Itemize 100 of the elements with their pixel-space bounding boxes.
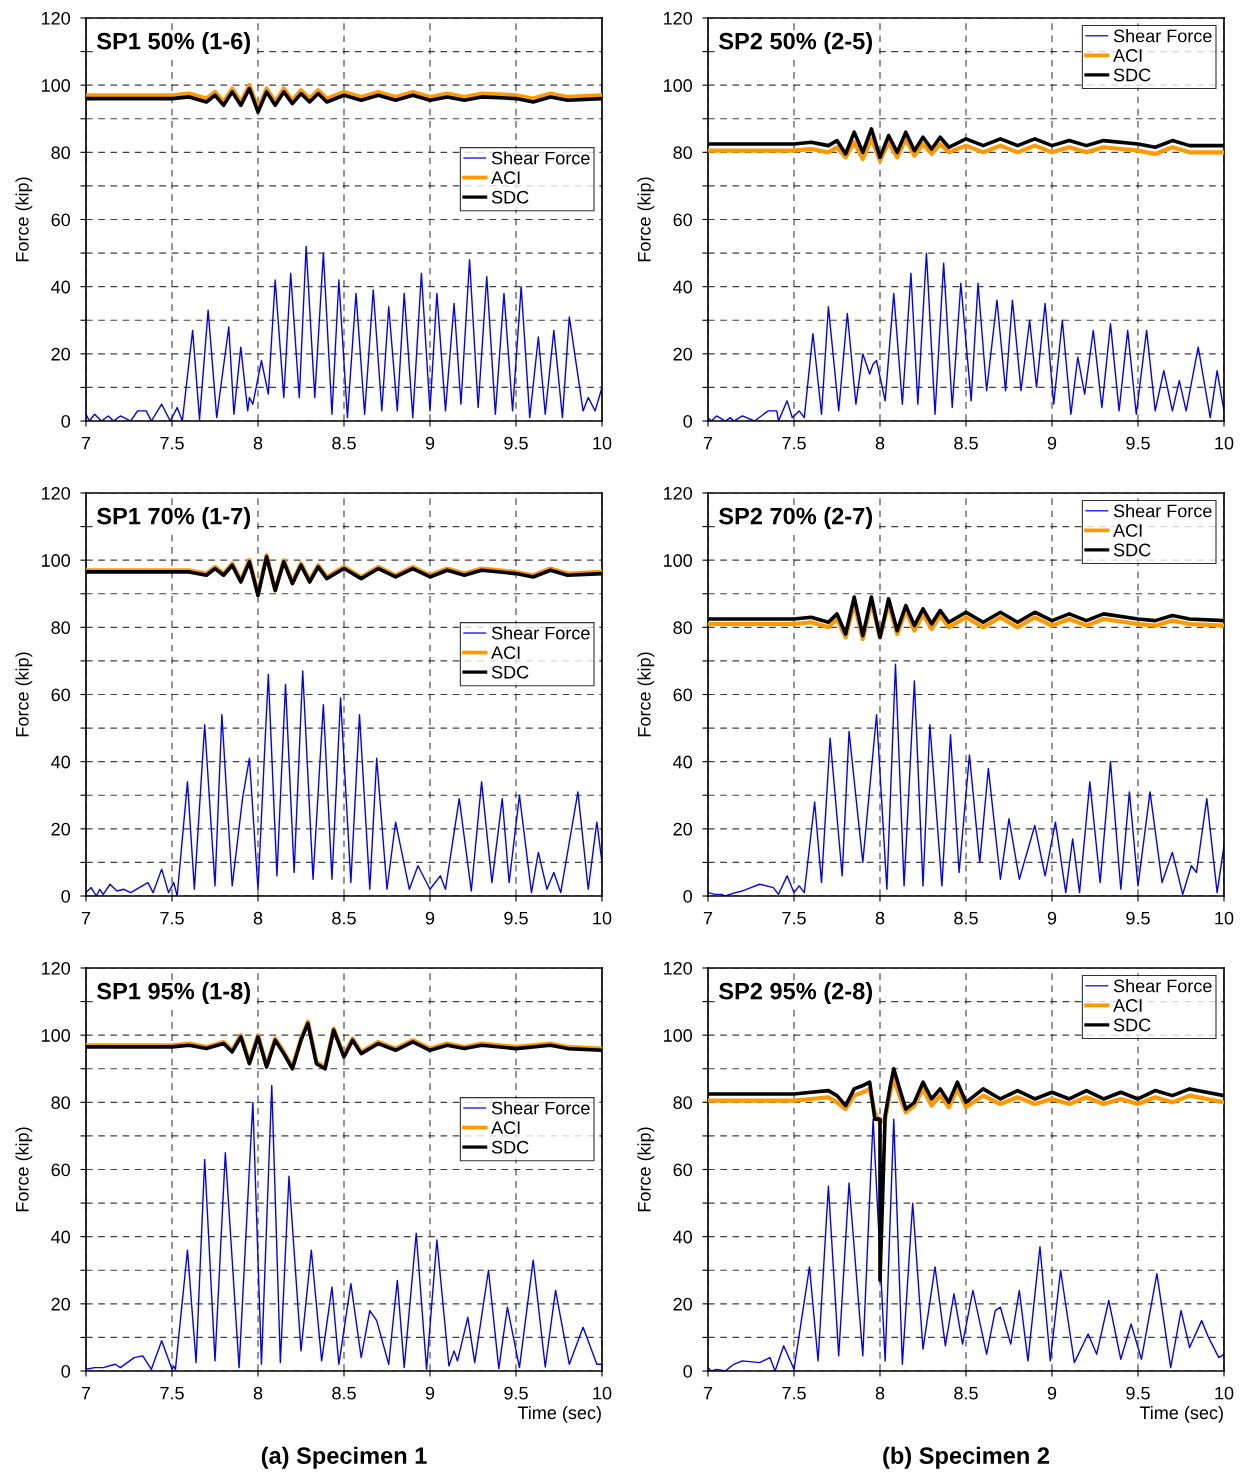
- text: SP2 50% (2-5): [719, 32, 872, 55]
- x-tick-label: 7.5: [782, 436, 806, 450]
- y-axis-title: Force (kip): [637, 1127, 655, 1212]
- legend-label: ACI: [491, 1121, 520, 1135]
- x-tick-label: 9.5: [1126, 1386, 1150, 1400]
- legend-label: SDC: [491, 190, 529, 204]
- y-tick-label: 100: [663, 1029, 693, 1042]
- y-tick-label: 40: [51, 755, 71, 769]
- legend-label: SDC: [1113, 543, 1151, 557]
- x-tick-label: 9: [425, 911, 435, 925]
- text: (a) Specimen 1: [261, 1446, 427, 1469]
- y-tick-label: 60: [51, 1163, 71, 1177]
- y-tick-label: 0: [61, 889, 71, 903]
- x-tick-label: 7: [81, 436, 91, 450]
- legend-label: ACI: [491, 646, 520, 660]
- y-tick-label: 20: [51, 347, 71, 361]
- legend-label: Shear Force: [1113, 29, 1212, 43]
- y-tick-label: 40: [51, 280, 71, 294]
- x-axis-title: Time (sec): [517, 1405, 601, 1423]
- legend-label: Shear Force: [1113, 504, 1212, 518]
- x-tick-label: 7: [703, 1386, 713, 1400]
- y-tick-label: 60: [673, 1163, 693, 1177]
- text: (b) Specimen 2: [883, 1446, 1050, 1469]
- x-tick-label: 9.5: [504, 1386, 528, 1400]
- x-tick-label: 7.5: [160, 1386, 184, 1400]
- y-tick-label: 40: [673, 1230, 693, 1244]
- x-tick-label: 8: [875, 436, 885, 450]
- legend-label: SDC: [1113, 68, 1151, 82]
- y-tick-label: 80: [51, 146, 71, 160]
- x-tick-label: 9: [1047, 911, 1057, 925]
- y-tick-label: 100: [663, 554, 693, 567]
- y-axis-title: Force (kip): [15, 652, 33, 737]
- x-tick-label: 10: [1215, 436, 1234, 450]
- y-tick-label: 60: [51, 688, 71, 702]
- y-tick-label: 0: [61, 1364, 71, 1378]
- x-tick-label: 9: [425, 436, 435, 450]
- y-tick-label: 120: [663, 486, 693, 500]
- legend-label: ACI: [1113, 49, 1142, 62]
- y-tick-label: 40: [673, 755, 693, 769]
- x-tick-label: 8.5: [332, 911, 356, 925]
- x-tick-label: 7: [81, 911, 91, 925]
- x-tick-label: 10: [593, 436, 612, 450]
- y-tick-label: 80: [673, 146, 693, 160]
- legend-label: Shear Force: [491, 1101, 590, 1115]
- y-tick-label: 100: [41, 1029, 71, 1042]
- x-tick-label: 7.5: [782, 1386, 806, 1400]
- x-tick-label: 9.5: [504, 911, 528, 925]
- legend-label: Shear Force: [491, 626, 590, 640]
- x-tick-label: 9.5: [1126, 436, 1150, 450]
- legend-label: ACI: [1113, 999, 1142, 1012]
- x-tick-label: 8: [253, 1386, 263, 1400]
- x-tick-label: 10: [1215, 911, 1234, 925]
- y-tick-label: 60: [673, 688, 693, 702]
- x-tick-label: 9.5: [1126, 911, 1150, 925]
- x-tick-label: 7: [703, 436, 713, 450]
- y-tick-label: 0: [683, 1364, 693, 1378]
- x-tick-label: 8: [253, 911, 263, 925]
- x-tick-label: 9: [425, 1386, 435, 1400]
- x-tick-label: 8: [253, 436, 263, 450]
- text: SP2 95% (2-8): [719, 982, 872, 1005]
- legend-label: SDC: [491, 665, 529, 679]
- y-tick-label: 120: [663, 11, 693, 25]
- y-tick-label: 0: [683, 889, 693, 903]
- y-tick-label: 60: [673, 213, 693, 227]
- x-tick-label: 8.5: [954, 436, 978, 450]
- y-axis-title: Force (kip): [15, 1127, 33, 1212]
- y-tick-label: 20: [673, 347, 693, 361]
- y-tick-label: 0: [683, 414, 693, 428]
- x-tick-label: 10: [1215, 1386, 1234, 1400]
- x-tick-label: 8.5: [332, 1386, 356, 1400]
- x-tick-label: 8: [875, 1386, 885, 1400]
- legend-label: Shear Force: [491, 151, 590, 165]
- text: SP1 70% (1-7): [97, 507, 250, 530]
- y-tick-label: 60: [51, 213, 71, 227]
- y-tick-label: 20: [51, 822, 71, 836]
- legend-label: SDC: [491, 1140, 529, 1154]
- y-tick-label: 120: [41, 961, 71, 975]
- x-tick-label: 9.5: [504, 436, 528, 450]
- x-tick-label: 7: [81, 1386, 91, 1400]
- legend-label: SDC: [1113, 1018, 1151, 1032]
- y-tick-label: 40: [673, 280, 693, 294]
- y-tick-label: 80: [51, 621, 71, 635]
- y-tick-label: 100: [41, 79, 71, 92]
- y-tick-label: 120: [663, 961, 693, 975]
- line-series: [708, 136, 1224, 163]
- y-tick-label: 120: [41, 11, 71, 25]
- y-tick-label: 20: [673, 822, 693, 836]
- x-tick-label: 8.5: [954, 1386, 978, 1400]
- y-axis-title: Force (kip): [15, 177, 33, 262]
- y-tick-label: 20: [673, 1297, 693, 1311]
- x-tick-label: 8.5: [332, 436, 356, 450]
- y-tick-label: 0: [61, 414, 71, 428]
- x-tick-label: 7.5: [160, 911, 184, 925]
- x-tick-label: 9: [1047, 1386, 1057, 1400]
- legend-label: ACI: [1113, 524, 1142, 537]
- x-tick-label: 7.5: [782, 911, 806, 925]
- y-tick-label: 80: [673, 621, 693, 635]
- y-axis-title: Force (kip): [637, 652, 655, 737]
- x-tick-label: 8: [875, 911, 885, 925]
- legend-label: Shear Force: [1113, 979, 1212, 993]
